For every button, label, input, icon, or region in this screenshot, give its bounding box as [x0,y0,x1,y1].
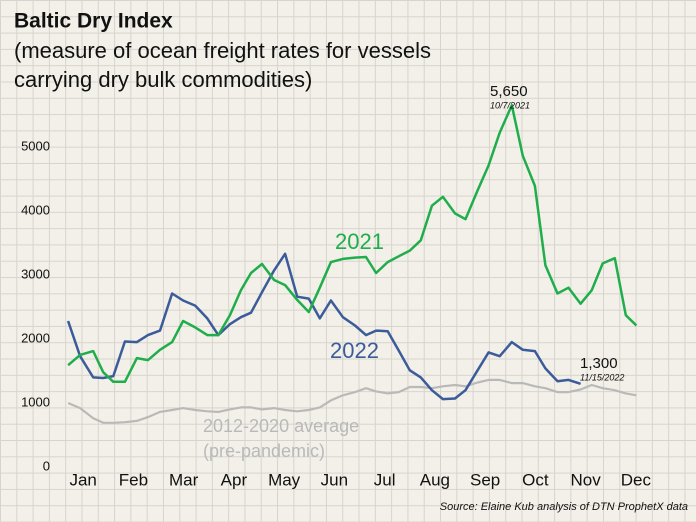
chart-subtitle: carrying dry bulk commodities) [14,67,312,92]
y-tick-label: 4000 [21,202,50,217]
series-label: 2022 [330,338,379,363]
series-line [67,378,637,424]
y-tick-label: 0 [43,458,50,473]
x-tick-label: Dec [621,470,652,489]
source-note: Source: Elaine Kub analysis of DTN Proph… [440,501,688,513]
annotation: 10/7/2021 [490,100,530,110]
x-tick-label: Jun [321,470,348,489]
x-tick-label: Aug [420,470,450,489]
x-tick-label: May [268,470,301,489]
x-tick-label: Feb [119,470,148,489]
series-line [66,252,581,401]
annotation: 1,300 [580,355,618,372]
y-tick-label: 1000 [21,394,50,409]
series-label: 2012-2020 average [203,416,359,436]
x-tick-label: Jul [374,470,396,489]
series-line [67,103,638,384]
annotation: 5,650 [490,83,528,100]
chart-subtitle: (measure of ocean freight rates for vess… [14,38,431,63]
x-tick-label: Mar [169,470,199,489]
series-label: 2021 [335,229,384,254]
y-tick-label: 5000 [21,138,50,153]
x-tick-label: Sep [470,470,500,489]
annotation: 11/15/2022 [580,372,624,382]
y-tick-label: 3000 [21,266,50,281]
x-tick-label: Oct [522,470,549,489]
chart-title: Baltic Dry Index [14,10,173,33]
x-tick-label: Jan [69,470,96,489]
x-tick-label: Nov [571,470,602,489]
y-tick-label: 2000 [21,330,50,345]
x-tick-label: Apr [221,470,248,489]
annotation: (pre-pandemic) [203,441,325,461]
